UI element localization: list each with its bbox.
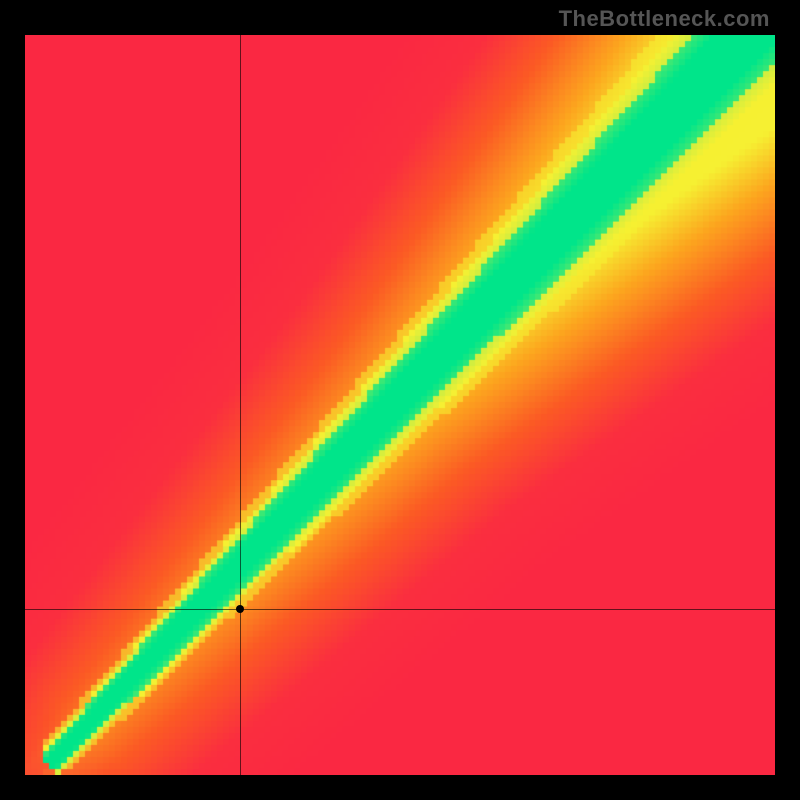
watermark-text: TheBottleneck.com bbox=[559, 6, 770, 32]
crosshair-horizontal bbox=[25, 609, 775, 610]
chart-container: TheBottleneck.com bbox=[0, 0, 800, 800]
crosshair-vertical bbox=[240, 35, 241, 775]
heatmap-canvas bbox=[25, 35, 775, 775]
plot-area bbox=[25, 35, 775, 775]
marker-point bbox=[236, 605, 244, 613]
